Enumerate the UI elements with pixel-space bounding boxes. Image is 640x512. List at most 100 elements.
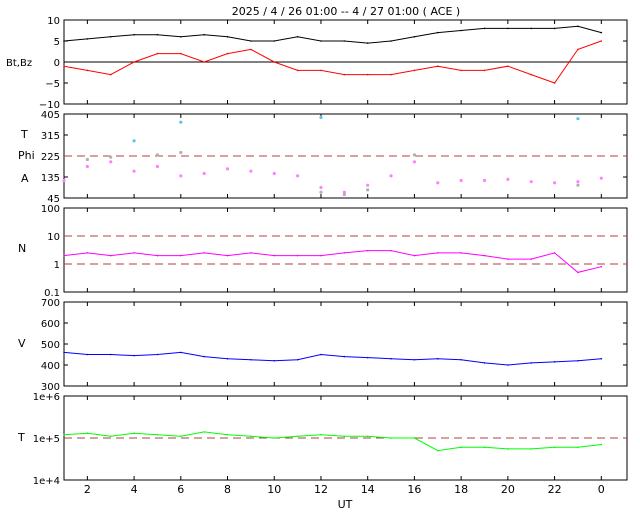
data-point-theta [389, 174, 393, 178]
y-tick-label: 700 [41, 298, 60, 309]
data-point-bt [483, 27, 486, 30]
y-axis-label-v: V [18, 337, 26, 350]
data-point-phi [179, 150, 183, 155]
data-point-bt [296, 36, 299, 38]
data-point-bt [86, 38, 89, 40]
data-point-t [156, 433, 159, 436]
data-point-theta [132, 169, 136, 173]
data-point-n [553, 252, 556, 254]
y-tick-label: 0.1 [44, 288, 60, 299]
data-point-n [203, 252, 205, 254]
data-point-v [483, 362, 486, 364]
y-tick-label: 315 [41, 131, 60, 142]
data-point-theta [552, 181, 557, 185]
data-point-v [109, 353, 112, 356]
data-point-v [86, 353, 89, 356]
data-point-n [343, 252, 346, 254]
data-point-theta [62, 178, 66, 183]
data-point-t [436, 449, 439, 452]
y-tick-label: 135 [41, 173, 60, 184]
y-tick-label: −5 [45, 79, 60, 90]
data-point-bt [366, 42, 369, 44]
x-tick-label: 20 [501, 483, 515, 496]
data-point-bz [530, 73, 533, 76]
data-point-phi [366, 188, 370, 192]
data-point-t [413, 437, 416, 439]
data-point-v [320, 353, 322, 356]
y-tick-label: 5 [54, 37, 60, 48]
data-point-v [577, 360, 579, 362]
x-tick-label: 6 [177, 483, 184, 496]
data-point-bt [390, 40, 392, 42]
data-point-bt [553, 27, 556, 30]
data-point-bt [436, 31, 439, 34]
data-point-n [86, 252, 89, 254]
data-point-t [180, 435, 182, 438]
data-point-bz [507, 65, 509, 67]
data-point-bz [180, 52, 182, 55]
data-point-phi [576, 183, 580, 187]
data-point-bz [413, 69, 416, 72]
data-point-bz [577, 48, 579, 51]
data-point-n [530, 258, 533, 260]
data-point-bz [296, 69, 299, 72]
data-point-bt [320, 40, 322, 42]
chart-title: 2025 / 4 / 26 01:00 -- 4 / 27 01:00 ( AC… [232, 5, 460, 18]
y-tick-label: 300 [41, 382, 60, 393]
series-line-bt [63, 25, 602, 44]
data-point-bz [436, 65, 439, 67]
data-point-v [507, 364, 509, 366]
data-point-t [553, 446, 556, 449]
data-point-v [156, 353, 159, 356]
y-tick-label: 500 [41, 340, 60, 351]
data-point-n [413, 254, 416, 257]
data-point-theta [272, 171, 276, 176]
data-point-bz [320, 69, 322, 72]
data-point-t [203, 431, 205, 433]
data-point-phi [412, 153, 417, 157]
data-point-n [156, 254, 159, 257]
data-point-phi-high [179, 120, 183, 124]
data-point-bz [250, 48, 252, 51]
data-point-n [133, 252, 135, 254]
x-tick-label: 0 [598, 483, 605, 496]
data-point-bt [63, 40, 65, 42]
data-point-n [296, 254, 299, 257]
data-point-bz [343, 73, 346, 76]
data-point-phi-high [576, 117, 580, 121]
x-tick-label: 2 [84, 483, 91, 496]
data-point-theta [529, 180, 533, 184]
data-point-bt [109, 36, 112, 38]
data-point-bt [343, 40, 346, 42]
data-point-theta [342, 190, 346, 194]
x-tick-label: 16 [407, 483, 421, 496]
y-axis-label-t: T [17, 431, 25, 444]
y-tick-label: −10 [39, 100, 60, 111]
y-axis-label-bt-bz: Bt,Bz [6, 58, 32, 69]
y-tick-label: 0 [54, 58, 60, 69]
data-point-theta [599, 176, 603, 180]
data-point-bt [156, 33, 159, 36]
data-point-phi-high [132, 139, 136, 143]
data-point-t [507, 448, 509, 450]
data-point-bz [86, 69, 89, 72]
data-point-n [460, 252, 462, 254]
data-point-t [483, 446, 486, 449]
data-point-bt [250, 40, 252, 42]
data-point-v [343, 355, 346, 358]
data-point-t [273, 437, 276, 439]
data-point-bt [600, 31, 603, 34]
data-point-n [436, 252, 439, 254]
data-point-bt [226, 36, 229, 38]
data-point-n [180, 254, 182, 257]
y-axis-label-a: A [21, 172, 29, 185]
data-point-phi [109, 155, 113, 159]
data-point-theta [482, 178, 487, 183]
series-line-t [63, 431, 602, 452]
data-point-theta [202, 171, 206, 176]
data-point-bz [109, 73, 112, 76]
x-tick-label: 12 [314, 483, 328, 496]
data-point-v [460, 358, 462, 361]
data-point-v [390, 357, 392, 360]
data-point-bt [460, 29, 462, 32]
